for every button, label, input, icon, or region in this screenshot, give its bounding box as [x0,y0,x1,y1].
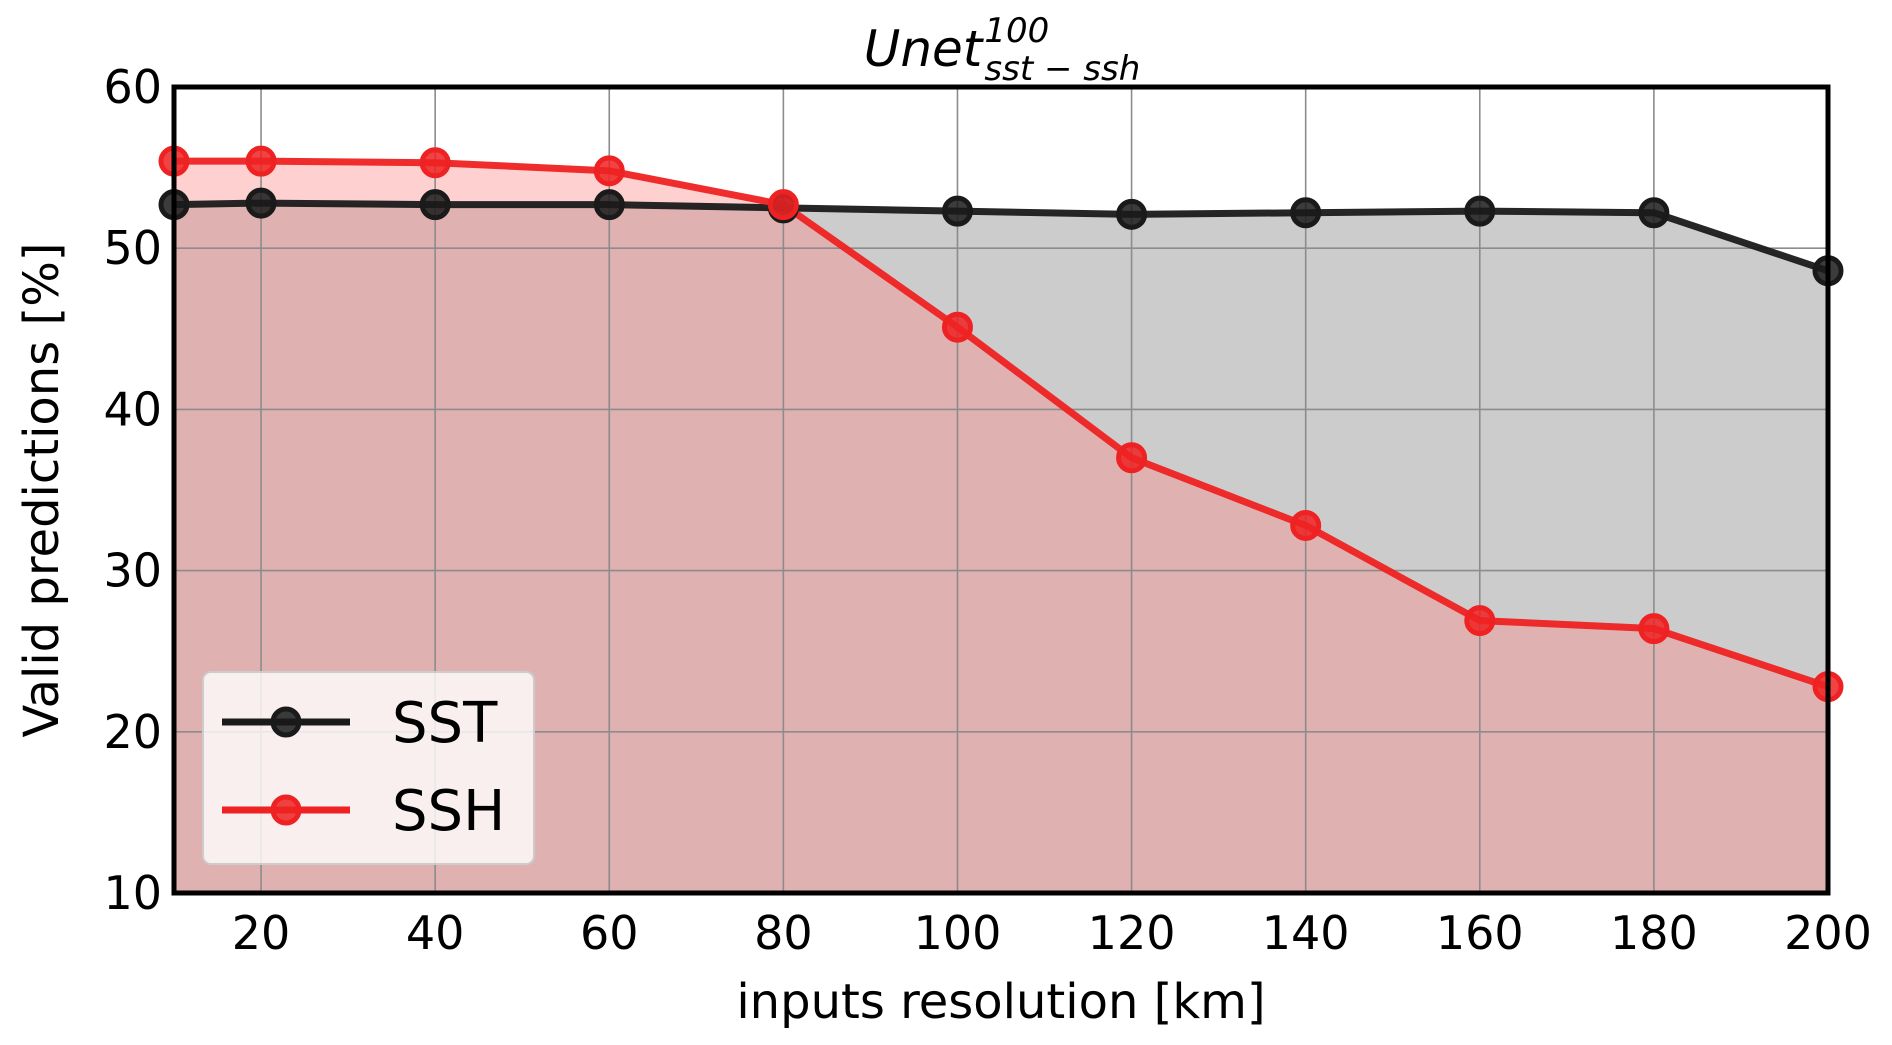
point-ssh [1116,442,1148,474]
x-tick-label: 100 [914,906,1002,960]
point-ssh [1464,605,1496,637]
fill-sst [174,203,1828,894]
point-sst [1638,197,1670,229]
x-tick-label: 160 [1436,906,1524,960]
x-tick-label: 20 [232,906,291,960]
point-sst [245,187,277,219]
legend-swatch-marker [270,794,302,826]
point-sst [1464,195,1496,227]
chart-title: Unet 100 sst − ssh [864,11,1141,89]
point-ssh [1638,613,1670,645]
legend: SST SSH [202,671,535,865]
y-tick-label: 50 [103,221,162,275]
point-ssh [419,147,451,179]
y-tick-labels: 10 20 30 40 50 60 [103,60,162,920]
point-sst [593,189,625,221]
title-subscript: sst − ssh [984,49,1140,89]
y-tick-label: 30 [103,544,162,598]
x-axis-label: inputs resolution [km] [736,974,1265,1030]
point-sst [1290,197,1322,229]
y-tick-label: 10 [103,866,162,920]
legend-label-sst: SST [392,691,498,756]
series-fills [174,161,1828,894]
y-axis-label: Valid predictions [%] [14,242,70,737]
point-ssh [593,155,625,187]
y-tick-label: 20 [103,705,162,759]
plot-frame [171,84,1831,896]
title-base: Unet [864,20,985,78]
point-ssh [767,189,799,221]
legend-swatch-marker [270,706,302,738]
x-tick-label: 180 [1610,906,1698,960]
x-tick-label: 120 [1088,906,1176,960]
x-tick-label: 200 [1784,906,1872,960]
point-ssh [1290,509,1322,541]
x-tick-labels: 20 40 60 80 100 120 140 160 180 200 [232,906,1872,960]
point-sst [1116,198,1148,230]
x-tick-label: 80 [754,906,813,960]
x-tick-label: 60 [580,906,639,960]
point-sst [941,195,973,227]
y-tick-label: 60 [103,60,162,114]
point-sst [419,189,451,221]
legend-label-ssh: SSH [392,779,505,844]
x-tick-label: 40 [406,906,465,960]
point-ssh [941,311,973,343]
point-ssh [245,145,277,177]
x-tick-label: 140 [1262,906,1350,960]
title-superscript: 100 [984,11,1049,51]
fill-ssh [174,161,1828,894]
y-tick-label: 40 [103,382,162,436]
